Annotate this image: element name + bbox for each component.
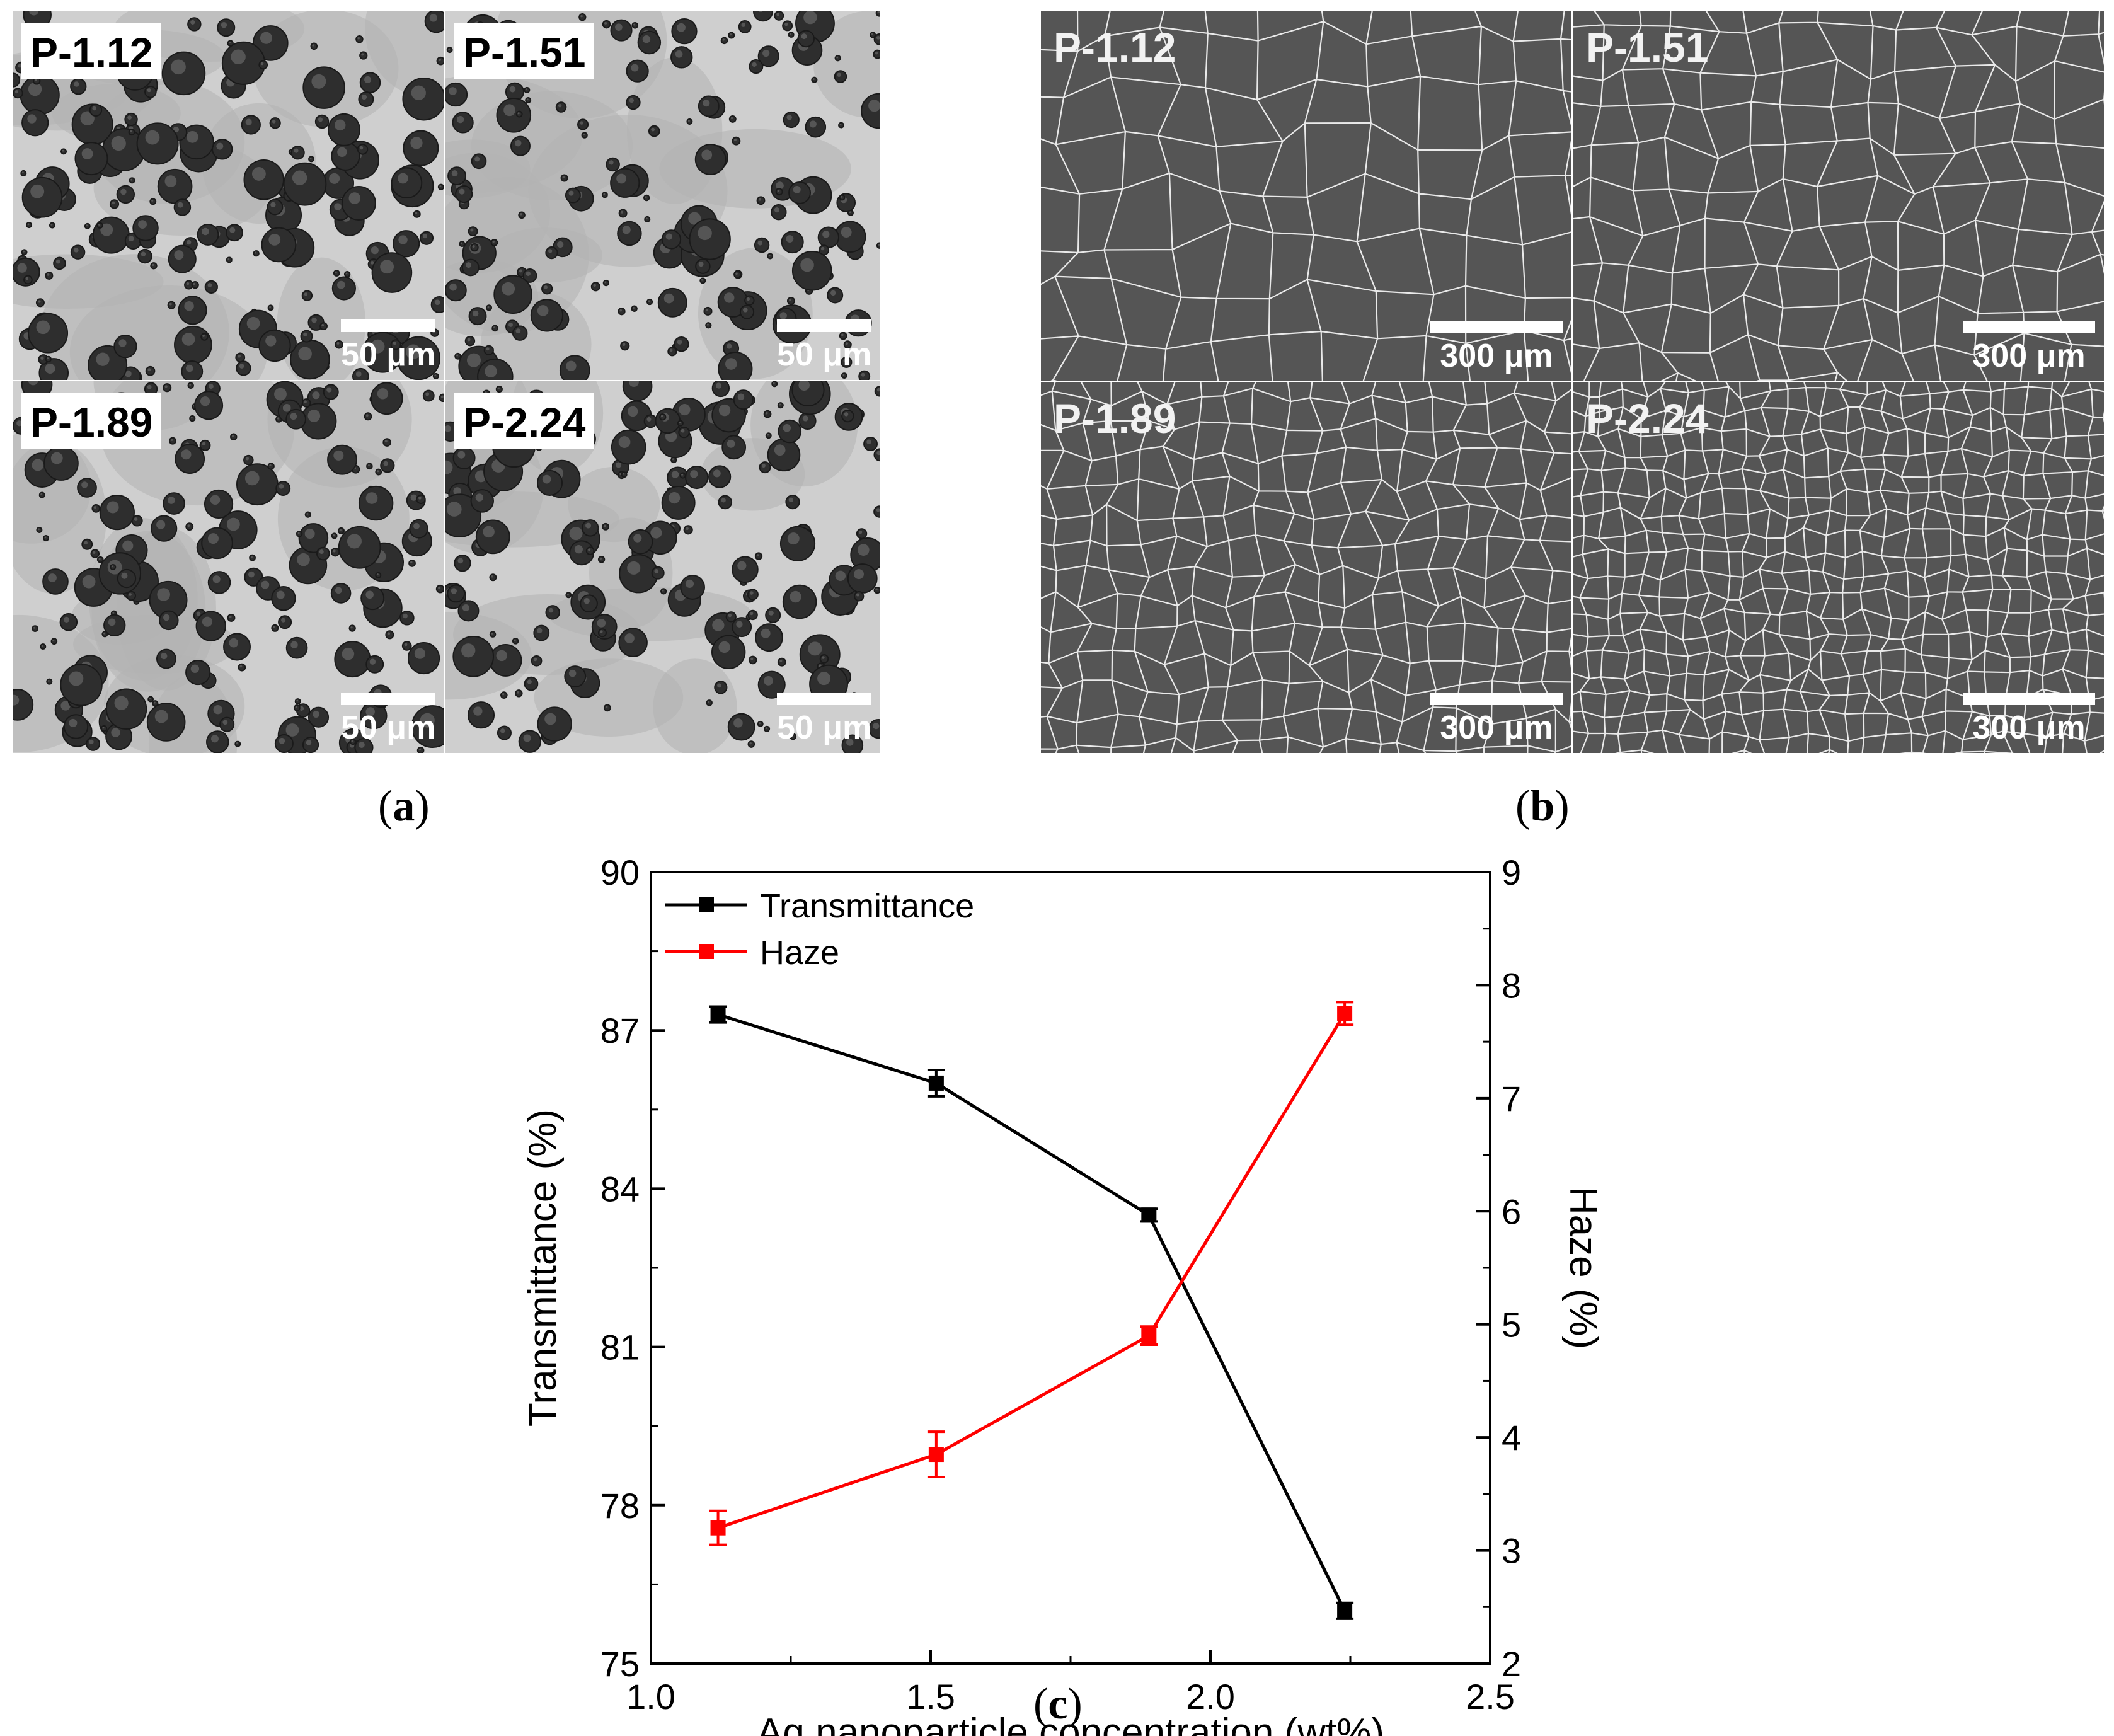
caption-letter: b [1530, 782, 1555, 831]
scale-bar: 300 μm [1430, 693, 1563, 747]
y-tick-label: 81 [600, 1328, 640, 1367]
plot-frame [650, 871, 1491, 1665]
y2-axis-label: Haze (%) [1561, 1187, 1605, 1349]
panel-a-image-3-label: P-1.89 [21, 393, 162, 449]
particles-pattern [445, 11, 880, 380]
y-tick-label: 75 [600, 1644, 640, 1684]
legend-label-haze: Haze [760, 934, 839, 972]
data-point-transmittance [710, 1007, 726, 1023]
panel-b-image-2-label: P-1.51 [1586, 24, 1709, 71]
legend: Transmittance Haze [665, 887, 974, 972]
panel-b-image-1: P-1.12 300 μm [1041, 11, 1571, 381]
panel-c-caption: (c) [1033, 1679, 1083, 1730]
y-tick-label: 87 [600, 1011, 640, 1050]
series-line-haze [717, 1013, 1347, 1530]
x-axis-label: Ag nanoparticle concentration (wt%) [757, 1711, 1384, 1736]
caption-close: ) [1554, 782, 1570, 831]
caption-close: ) [1067, 1680, 1083, 1728]
panel-b-image-3: P-1.89 300 μm [1041, 382, 1571, 753]
error-bars [709, 1001, 1354, 1620]
y2-tick-label: 9 [1502, 853, 1521, 892]
panel-b-image-4-label: P-2.24 [1586, 395, 1709, 442]
scale-bar-text: 300 μm [1972, 710, 2086, 746]
scale-bar-text: 50 μm [341, 336, 436, 373]
scale-bar-text: 50 μm [341, 710, 436, 746]
network-pattern [1041, 11, 1571, 381]
panel-a-image-1: P-1.12 50 μm [13, 11, 444, 380]
x-tick-label: 2.5 [1466, 1677, 1515, 1716]
panel-a-caption: (a) [378, 781, 430, 832]
scale-bar: 50 μm [777, 319, 871, 374]
scale-bar: 300 μm [1430, 321, 1563, 375]
y2-tick-label: 6 [1502, 1192, 1521, 1231]
data-point-haze [1141, 1328, 1157, 1343]
scale-bar-text: 50 μm [777, 336, 872, 373]
legend-marker-transmittance [699, 897, 714, 912]
scale-bar: 300 μm [1963, 693, 2095, 747]
panel-a-image-1-label: P-1.12 [21, 23, 162, 79]
legend-marker-haze [699, 944, 714, 959]
y-tick-label: 78 [600, 1486, 640, 1526]
scale-bar: 300 μm [1963, 321, 2095, 375]
data-point-haze [1337, 1006, 1353, 1021]
legend-label-transmittance: Transmittance [760, 887, 974, 925]
scale-bar-text: 50 μm [777, 710, 872, 746]
network-pattern [1041, 382, 1571, 753]
caption-letter: a [393, 782, 415, 831]
y-tick-label: 90 [600, 853, 640, 892]
scale-bar-text: 300 μm [1440, 710, 1553, 746]
data-points [710, 1006, 1353, 1619]
particles-pattern [13, 11, 444, 380]
scale-bar: 50 μm [341, 319, 435, 374]
series-line-transmittance [717, 1013, 1347, 1612]
panel-b-image-2: P-1.51 300 μm [1573, 11, 2104, 381]
panel-a-image-2: P-1.51 50 μm [445, 11, 880, 380]
particles-pattern [13, 381, 444, 753]
caption-open: ( [1033, 1680, 1048, 1728]
series-lines [717, 1013, 1347, 1612]
y2-tick-label: 4 [1502, 1418, 1521, 1457]
y2-tick-label: 7 [1502, 1079, 1521, 1118]
network-pattern [1573, 382, 2104, 753]
scale-bar-text: 300 μm [1972, 338, 2086, 374]
y-tick-label: 84 [600, 1169, 640, 1209]
panel-a-image-2-label: P-1.51 [454, 23, 595, 79]
data-point-transmittance [928, 1075, 944, 1091]
panel-a-image-4-label: P-2.24 [454, 393, 595, 449]
data-point-haze [928, 1447, 944, 1463]
x-tick-label: 2.0 [1186, 1677, 1235, 1716]
scale-bar: 50 μm [341, 693, 435, 747]
scale-bar: 50 μm [777, 693, 871, 747]
x-tick-label: 1.0 [626, 1677, 675, 1716]
x-tick-label: 1.5 [906, 1677, 955, 1716]
data-point-transmittance [1141, 1207, 1157, 1223]
caption-close: ) [415, 782, 430, 831]
caption-open: ( [1515, 782, 1531, 831]
y2-tick-label: 5 [1502, 1305, 1521, 1345]
network-pattern [1573, 11, 2104, 381]
panel-a-image-3: P-1.89 50 μm [13, 381, 444, 753]
y2-tick-label: 2 [1502, 1644, 1521, 1684]
data-point-haze [710, 1520, 726, 1536]
panel-b-image-1-label: P-1.12 [1054, 24, 1176, 71]
panel-b-caption: (b) [1515, 781, 1570, 832]
y2-tick-label: 3 [1502, 1531, 1521, 1571]
scale-bar-text: 300 μm [1440, 338, 1553, 374]
particles-pattern [445, 381, 880, 753]
panel-b-image-3-label: P-1.89 [1054, 395, 1176, 442]
caption-open: ( [378, 782, 393, 831]
caption-letter: c [1048, 1680, 1068, 1728]
panel-b-image-4: P-2.24 300 μm [1573, 382, 2104, 753]
y-axis-label: Transmittance (%) [521, 1109, 565, 1427]
panel-a-image-4: P-2.24 50 μm [445, 381, 880, 753]
y2-tick-label: 8 [1502, 965, 1521, 1005]
data-point-transmittance [1337, 1603, 1353, 1619]
